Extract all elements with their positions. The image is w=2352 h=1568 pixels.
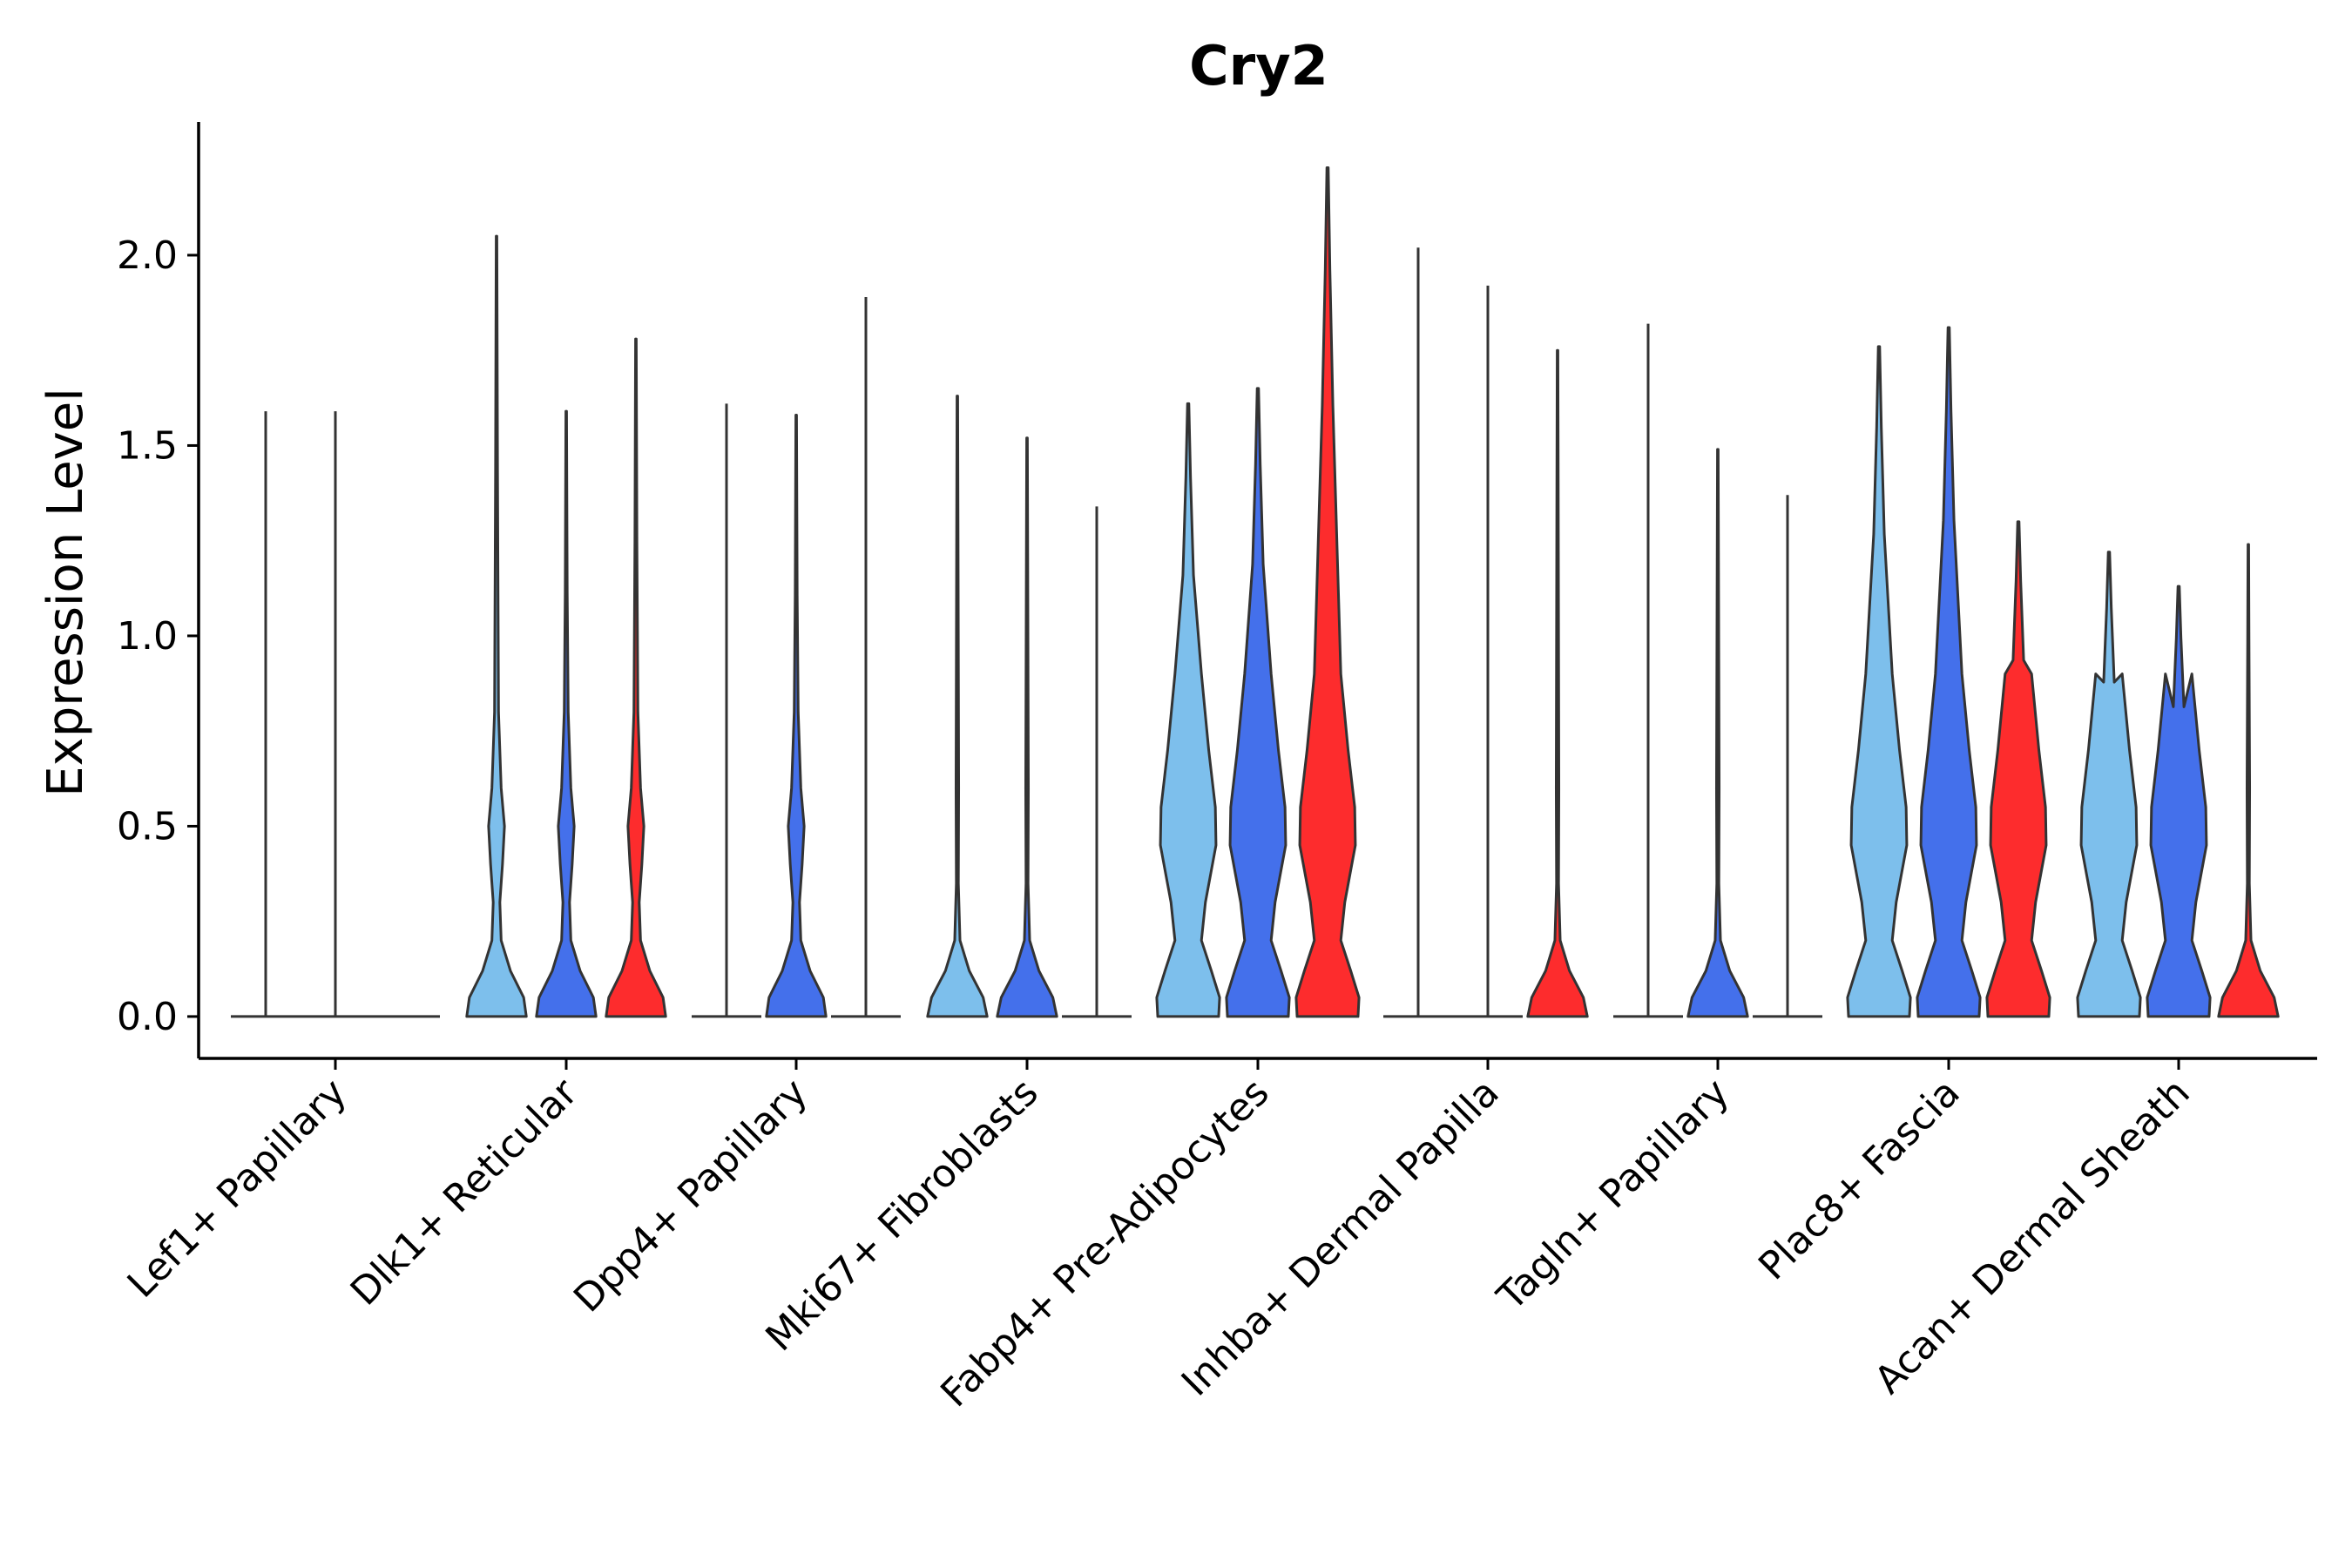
x-tick-label: Tagln+ Papillary [1489, 1071, 1738, 1320]
y-tick-label: 2.0 [117, 233, 178, 278]
y-tick-label: 0.5 [117, 804, 178, 848]
y-tick-label: 1.0 [117, 614, 178, 659]
violin-group2 [535, 409, 598, 1018]
violin-group1 [1155, 402, 1221, 1018]
x-tick-label: Dlk1+ Reticular [342, 1070, 587, 1315]
violin-group3 [1526, 348, 1589, 1018]
violin-group2 [996, 436, 1058, 1018]
x-tick-label: Dpp4+ Papillary [565, 1071, 816, 1321]
violin-series [231, 166, 2280, 1018]
violin-group1 [926, 395, 989, 1018]
violin-group2 [1225, 387, 1291, 1018]
y-tick-label: 0.0 [117, 995, 178, 1039]
violin-group2 [2146, 585, 2212, 1018]
violin-group2 [1686, 448, 1749, 1018]
violin-group3 [2217, 543, 2280, 1018]
y-tick-label: 1.5 [117, 423, 178, 468]
y-axis-label: Expression Level [37, 388, 94, 797]
x-tick-label: Lef1+ Papillary [119, 1071, 355, 1307]
violin-group2 [765, 413, 828, 1018]
violin-group3 [1985, 520, 2051, 1018]
violin-group3 [1294, 166, 1361, 1018]
x-tick-label: Plac8+ Fascia [1750, 1071, 1969, 1289]
violin-group2 [1916, 326, 1982, 1018]
violin-group1 [2076, 551, 2142, 1018]
y-axis: 0.0 0.5 1.0 1.5 2.0 [117, 122, 200, 1058]
violin-group1 [1846, 345, 1912, 1018]
violin-group1 [465, 234, 528, 1018]
violin-group3 [605, 337, 667, 1018]
chart-title: Cry2 [1189, 34, 1328, 98]
